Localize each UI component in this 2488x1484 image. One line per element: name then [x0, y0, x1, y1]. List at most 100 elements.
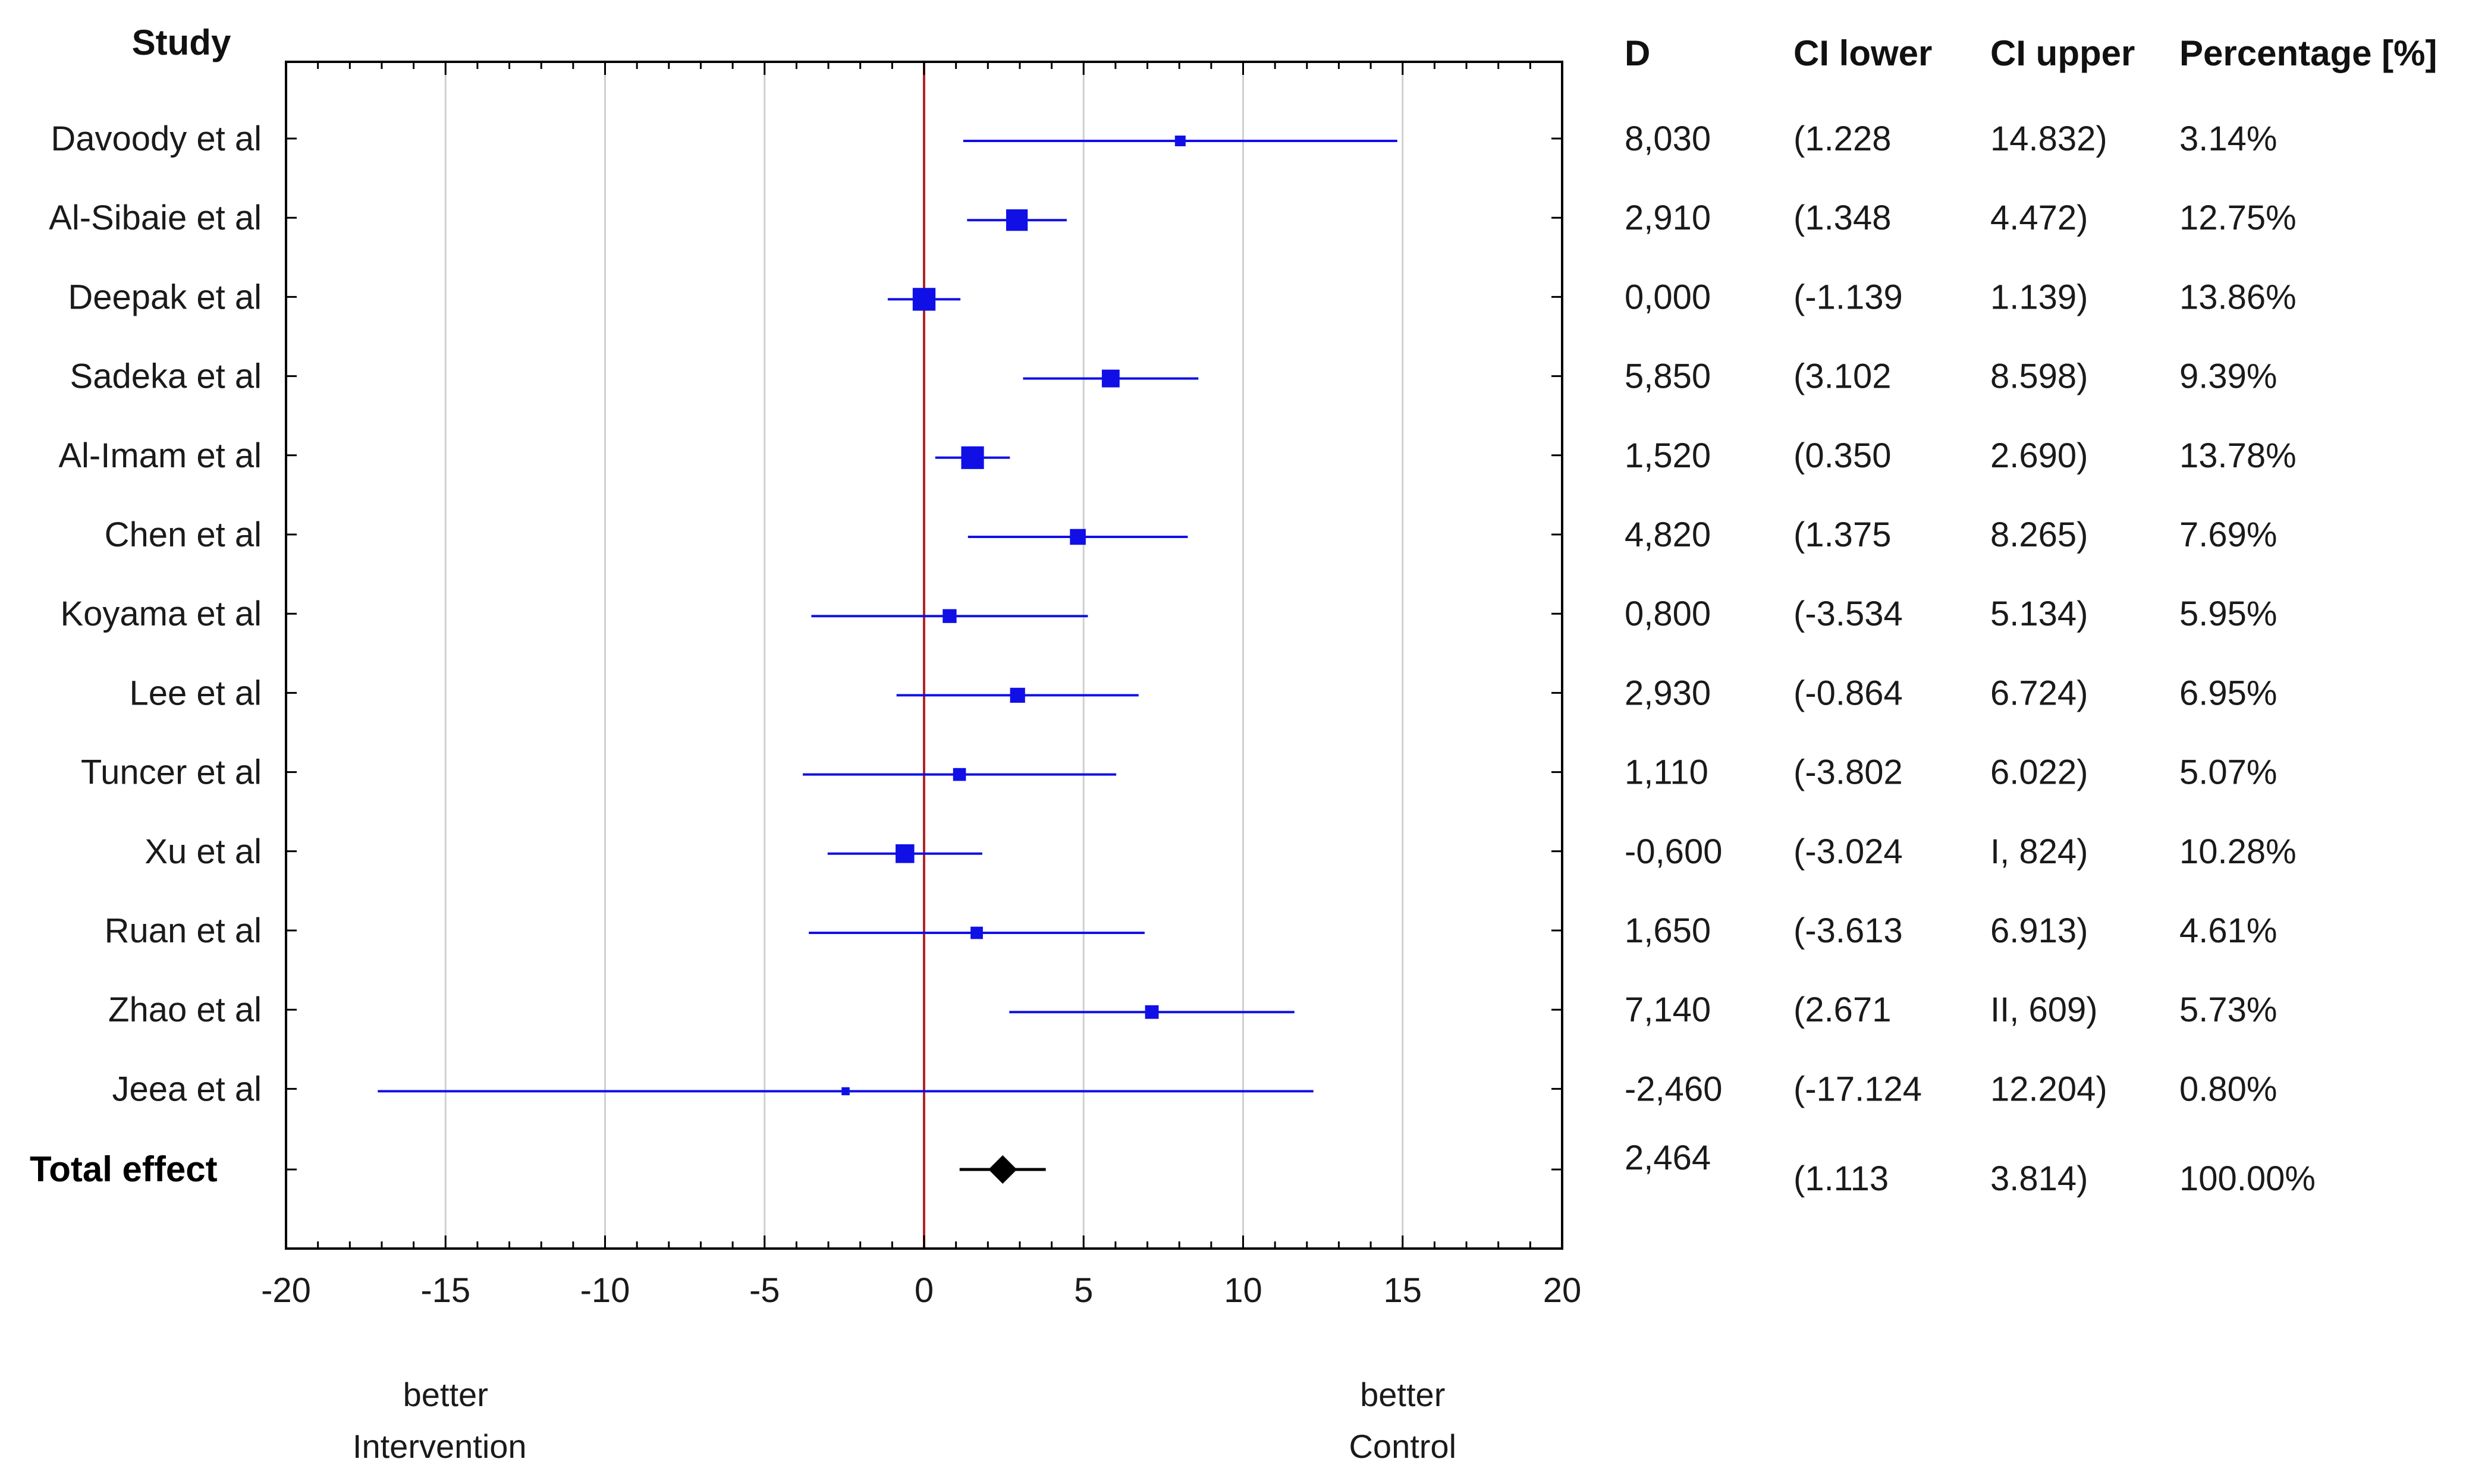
ci-upper-value: 1.139) — [1990, 278, 2088, 316]
d-value: -2,460 — [1625, 1070, 1722, 1108]
total-ci-upper-value: 3.814) — [1990, 1159, 2088, 1198]
percentage-value: 13.86% — [2179, 278, 2297, 316]
x-tick-label: 20 — [1543, 1271, 1582, 1310]
x-tick-label: -15 — [420, 1271, 470, 1310]
study-label: Lee et al — [129, 674, 262, 712]
percentage-value: 4.61% — [2179, 911, 2277, 950]
ci-lower-value: (1.228 — [1793, 120, 1891, 158]
ci-lower-value: (1.348 — [1793, 199, 1891, 237]
effect-marker — [953, 768, 966, 781]
x-tick-label: -20 — [261, 1271, 311, 1310]
ci-upper-value: 12.204) — [1990, 1070, 2107, 1108]
x-tick-label: 10 — [1224, 1271, 1262, 1310]
better-control-line2: Control — [1349, 1428, 1456, 1465]
percentage-value: 5.07% — [2179, 753, 2277, 792]
effect-marker — [1070, 529, 1086, 545]
ci-lower-value: (-3.024 — [1793, 832, 1903, 871]
ci-lower-column-header: CI lower — [1793, 33, 1932, 73]
study-label: Koyama et al — [60, 595, 262, 633]
ci-lower-value: (-17.124 — [1793, 1070, 1922, 1108]
percentage-value: 6.95% — [2179, 674, 2277, 712]
effect-marker — [961, 446, 984, 469]
d-value: 7,140 — [1625, 991, 1711, 1029]
ci-upper-value: 6.022) — [1990, 753, 2088, 792]
effect-marker — [970, 926, 983, 939]
d-value: 8,030 — [1625, 120, 1711, 158]
total-percentage-value: 100.00% — [2179, 1159, 2316, 1198]
percentage-value: 9.39% — [2179, 357, 2277, 396]
total-d-value: 2,464 — [1625, 1139, 1711, 1177]
ci-lower-value: (2.671 — [1793, 991, 1891, 1029]
effect-markers — [841, 136, 1186, 1184]
ci-upper-value: 5.134) — [1990, 595, 2088, 633]
d-value: 1,650 — [1625, 911, 1711, 950]
ci-lower-value: (-1.139 — [1793, 278, 1903, 316]
total-effect-diamond — [988, 1155, 1017, 1184]
d-value: 5,850 — [1625, 357, 1711, 396]
ci-lower-value: (3.102 — [1793, 357, 1891, 396]
ci-upper-value: 6.913) — [1990, 911, 2088, 950]
study-label: Sadeka et al — [70, 357, 262, 396]
d-value: 2,910 — [1625, 199, 1711, 237]
ci-upper-value: 4.472) — [1990, 199, 2088, 237]
x-tick-label: -5 — [749, 1271, 780, 1310]
d-value: 0,000 — [1625, 278, 1711, 316]
study-label: Al-Sibaie et al — [49, 199, 262, 237]
effect-marker — [896, 844, 915, 863]
effect-marker — [1101, 369, 1120, 388]
ci-lower-value: (-3.802 — [1793, 753, 1903, 792]
effect-marker — [1010, 687, 1025, 703]
ci-upper-value: II, 609) — [1990, 991, 2098, 1029]
study-label: Xu et al — [144, 832, 262, 871]
study-label: Ruan et al — [105, 911, 262, 950]
d-value: -0,600 — [1625, 832, 1722, 871]
total-effect-label: Total effect — [30, 1149, 218, 1189]
percentage-value: 10.28% — [2179, 832, 2297, 871]
percentage-value: 12.75% — [2179, 199, 2297, 237]
x-tick-labels: -20 -15 -10 -5 0 5 10 15 20 — [261, 1271, 1581, 1310]
study-label: Chen et al — [105, 515, 262, 554]
d-value: 1,520 — [1625, 436, 1711, 475]
axis-ticks — [285, 62, 1563, 1249]
ci-lower-value: (1.375 — [1793, 515, 1891, 554]
d-value: 2,930 — [1625, 674, 1711, 712]
d-column-header: D — [1625, 33, 1650, 73]
effect-marker — [1174, 136, 1186, 146]
ci-upper-value: 6.724) — [1990, 674, 2088, 712]
d-value: 1,110 — [1625, 753, 1708, 792]
data-table: 8,030 (1.228 14.832) 3.14% 2,910 (1.348 4.472)… — [1625, 120, 2316, 1198]
d-value: 0,800 — [1625, 595, 1711, 633]
d-value: 4,820 — [1625, 515, 1711, 554]
x-tick-label: 15 — [1383, 1271, 1422, 1310]
percentage-value: 0.80% — [2179, 1070, 2277, 1108]
ci-upper-value: 8.265) — [1990, 515, 2088, 554]
study-label: Deepak et al — [68, 278, 262, 316]
percentage-value: 5.95% — [2179, 595, 2277, 633]
percentage-column-header: Percentage [%] — [2179, 33, 2437, 73]
ci-lower-value: (0.350 — [1793, 436, 1891, 475]
study-label: Davoody et al — [51, 120, 262, 158]
study-column-header: Study — [132, 23, 231, 62]
x-tick-label: -10 — [580, 1271, 630, 1310]
effect-marker — [1006, 209, 1028, 231]
grid-lines — [444, 62, 1404, 1249]
ci-upper-value: 2.690) — [1990, 436, 2088, 475]
x-tick-label: 0 — [915, 1271, 934, 1310]
better-control-line1: better — [1360, 1376, 1445, 1413]
percentage-value: 13.78% — [2179, 436, 2297, 475]
ci-lower-value: (-3.534 — [1793, 595, 1903, 633]
percentage-value: 7.69% — [2179, 515, 2277, 554]
percentage-value: 5.73% — [2179, 991, 2277, 1029]
study-label: Jeea et al — [112, 1070, 262, 1108]
study-label: Zhao et al — [108, 991, 262, 1029]
better-intervention-line2: Intervention — [353, 1428, 527, 1465]
confidence-interval-lines — [378, 140, 1397, 1171]
x-tick-label: 5 — [1074, 1271, 1093, 1310]
total-ci-lower-value: (1.113 — [1793, 1159, 1889, 1198]
effect-marker — [943, 609, 957, 623]
effect-marker — [912, 288, 936, 311]
study-label: Tuncer et al — [81, 753, 262, 792]
ci-lower-value: (-3.613 — [1793, 911, 1903, 950]
study-labels: Davoody et al Al-Sibaie et al Deepak et al… — [30, 120, 262, 1189]
